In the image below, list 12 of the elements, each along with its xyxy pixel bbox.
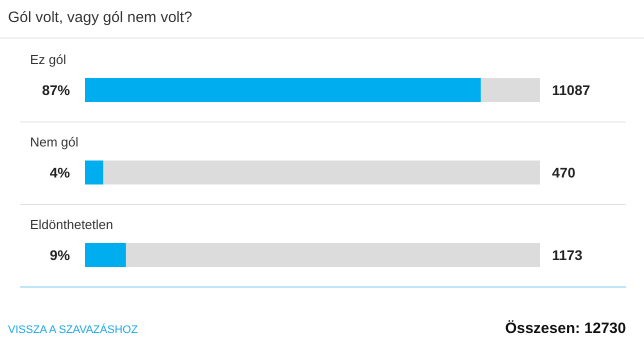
chart-title: Gól volt, vagy gól nem volt? [8, 9, 192, 26]
text: 11087 [552, 82, 590, 98]
y-tick-label: Eldönthetetlen [30, 217, 114, 232]
text: Összesen: 12730 [505, 320, 626, 337]
data-label: 4% [50, 164, 71, 180]
text: 470 [552, 164, 576, 180]
data-label: 9% [50, 247, 71, 263]
data-label: 87% [42, 82, 71, 98]
y-tick-label: Ez gól [30, 52, 66, 67]
text: VISSZA A SZAVAZÁSHOZ [8, 323, 138, 336]
text: 1173 [552, 247, 583, 263]
y-tick-label: Nem gól [30, 134, 79, 150]
